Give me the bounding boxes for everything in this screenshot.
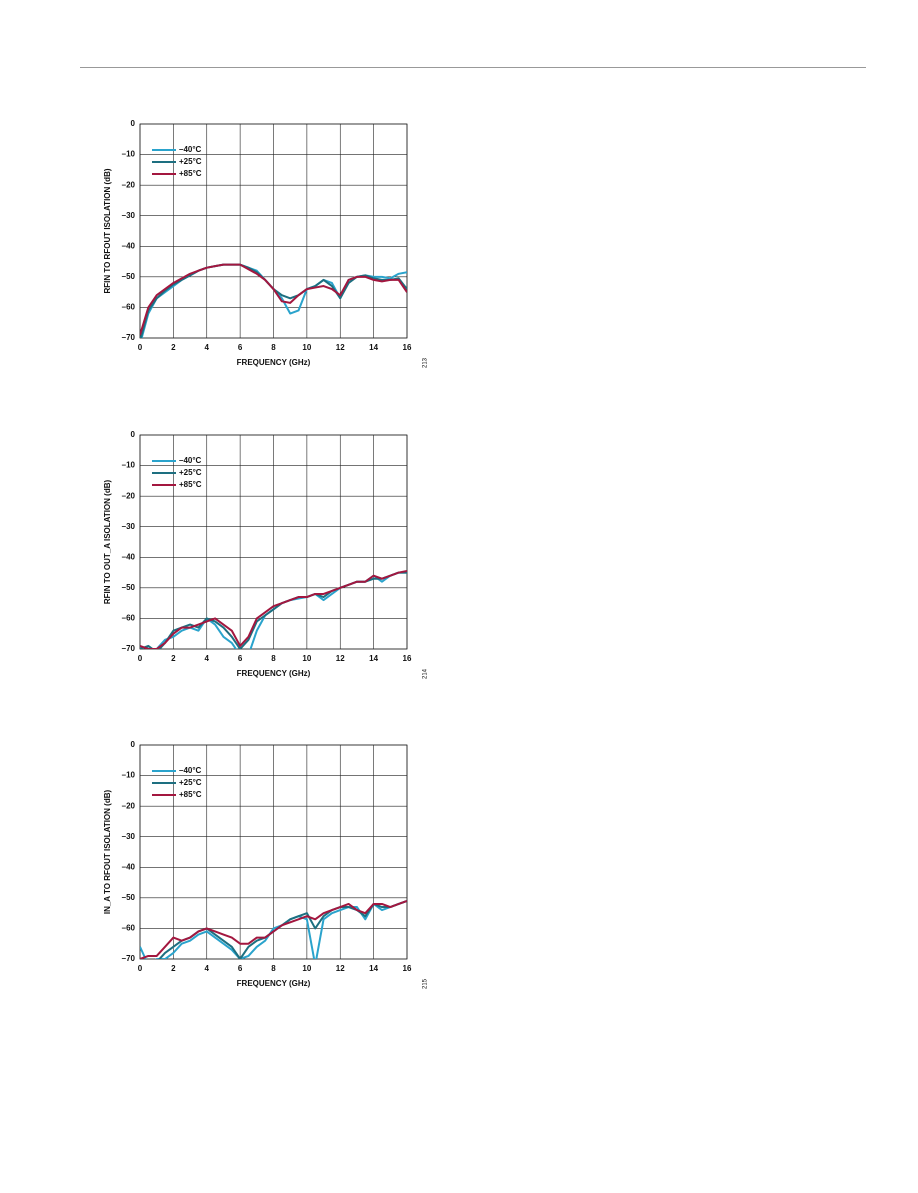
x-tick-label: 8 — [271, 654, 276, 663]
y-tick-label: –10 — [122, 150, 136, 159]
y-tick-label: –10 — [122, 461, 136, 470]
y-tick-label: 0 — [131, 740, 136, 749]
legend-label: +25°C — [179, 778, 202, 787]
y-tick-label: –30 — [122, 211, 136, 220]
y-tick-label: –40 — [122, 241, 136, 250]
x-tick-label: 2 — [171, 654, 176, 663]
series-line — [140, 899, 407, 959]
x-tick-label: 14 — [369, 343, 378, 352]
y-axis-label: RFIN TO OUT_A ISOLATION (dB) — [103, 480, 112, 605]
x-tick-label: 14 — [369, 654, 378, 663]
legend-label: +85°C — [179, 169, 202, 178]
legend-label: +25°C — [179, 468, 202, 477]
y-tick-label: –60 — [122, 303, 136, 312]
x-tick-label: 14 — [369, 964, 378, 973]
legend-label: –40°C — [179, 456, 202, 465]
x-tick-label: 6 — [238, 343, 243, 352]
y-tick-label: 0 — [131, 119, 136, 128]
legend-label: +25°C — [179, 157, 202, 166]
x-tick-label: 10 — [302, 343, 311, 352]
y-tick-label: –20 — [122, 491, 136, 500]
y-tick-label: –70 — [122, 954, 136, 963]
x-tick-label: 0 — [138, 654, 143, 663]
plot-frame — [139, 434, 408, 650]
chart: –70 –60 –50 –40 –30 –20 –10 0 0 2 4 6 8 10 12 14 16 FREQU… — [103, 430, 428, 679]
legend-label: +85°C — [179, 480, 202, 489]
series-line — [140, 570, 407, 649]
legend-label: +85°C — [179, 790, 202, 799]
chart: –70 –60 –50 –40 –30 –20 –10 0 0 2 4 6 8 10 12 14 16 FREQU… — [103, 119, 428, 368]
y-tick-label: –70 — [122, 333, 136, 342]
plot-frame — [139, 744, 408, 960]
x-tick-label: 2 — [171, 343, 176, 352]
x-tick-label: 4 — [205, 343, 210, 352]
x-tick-label: 12 — [336, 964, 345, 973]
x-tick-label: 16 — [403, 343, 412, 352]
x-axis-label: FREQUENCY (GHz) — [237, 979, 311, 988]
x-axis-label: FREQUENCY (GHz) — [237, 669, 311, 678]
y-tick-label: –60 — [122, 614, 136, 623]
x-axis-label: FREQUENCY (GHz) — [237, 358, 311, 367]
y-tick-label: –20 — [122, 801, 136, 810]
x-tick-label: 16 — [403, 964, 412, 973]
x-tick-label: 8 — [271, 343, 276, 352]
y-tick-label: –50 — [122, 583, 136, 592]
y-tick-label: 0 — [131, 430, 136, 439]
chart: –70 –60 –50 –40 –30 –20 –10 0 0 2 4 6 8 10 12 14 16 FREQU… — [103, 740, 428, 989]
x-tick-label: 10 — [302, 964, 311, 973]
y-tick-label: –10 — [122, 771, 136, 780]
y-tick-label: –50 — [122, 893, 136, 902]
figure-id: 213 — [423, 357, 429, 368]
legend-label: –40°C — [179, 766, 202, 775]
y-tick-label: –30 — [122, 522, 136, 531]
x-tick-label: 4 — [205, 654, 210, 663]
y-tick-label: –70 — [122, 644, 136, 653]
x-tick-label: 2 — [171, 964, 176, 973]
y-tick-label: –40 — [122, 862, 136, 871]
y-tick-label: –30 — [122, 832, 136, 841]
x-tick-label: 16 — [403, 654, 412, 663]
legend-label: –40°C — [179, 145, 202, 154]
x-tick-label: 12 — [336, 343, 345, 352]
x-tick-label: 4 — [205, 964, 210, 973]
y-axis-label: RFIN TO RFOUT ISOLATION (dB) — [103, 168, 112, 293]
figure-id: 215 — [423, 978, 429, 989]
x-tick-label: 8 — [271, 964, 276, 973]
x-tick-label: 6 — [238, 964, 243, 973]
series-line — [140, 263, 407, 336]
y-tick-label: –40 — [122, 552, 136, 561]
figure-id: 214 — [423, 668, 429, 679]
y-axis-label: IN_A TO RFOUT ISOLATION (dB) — [103, 790, 112, 915]
x-tick-label: 12 — [336, 654, 345, 663]
x-tick-label: 10 — [302, 654, 311, 663]
plot-frame — [139, 123, 408, 339]
y-tick-label: –50 — [122, 272, 136, 281]
x-tick-label: 6 — [238, 654, 243, 663]
x-tick-label: 0 — [138, 343, 143, 352]
y-tick-label: –60 — [122, 924, 136, 933]
y-tick-label: –20 — [122, 180, 136, 189]
x-tick-label: 0 — [138, 964, 143, 973]
